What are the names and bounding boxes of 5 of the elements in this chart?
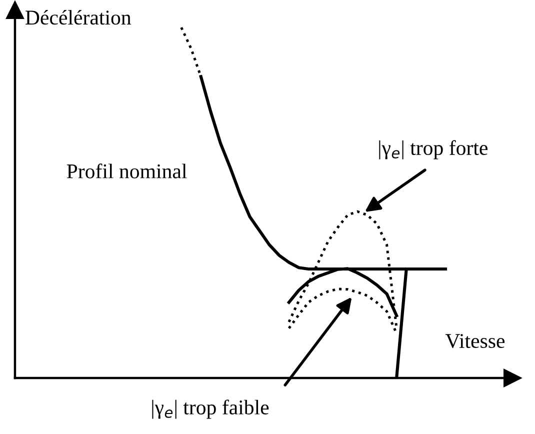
annotation: |γ$_{e}$| trop forte xyxy=(379,140,488,160)
y-axis-title: Décélération xyxy=(26,10,132,25)
text: |γ$_{e}$| trop faible xyxy=(152,400,269,419)
series-label: Profil nominal xyxy=(66,164,187,178)
x-axis-title: Vitesse xyxy=(445,334,505,348)
